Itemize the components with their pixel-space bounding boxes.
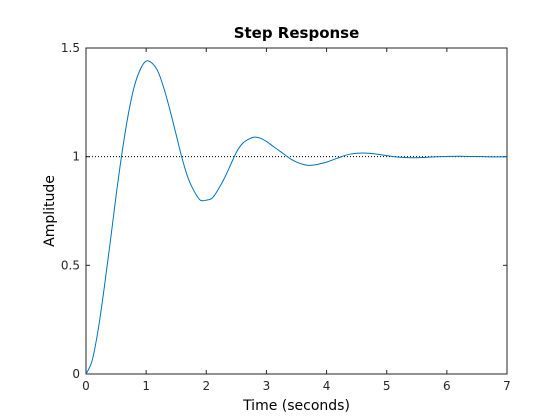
x-axis-label: Time (seconds) [242, 398, 350, 414]
x-tick-label: 0 [82, 379, 90, 393]
y-tick-label: 0 [72, 367, 80, 381]
y-tick-label: 1.5 [61, 41, 80, 55]
x-tick-label: 6 [443, 379, 451, 393]
x-tick-label: 7 [503, 379, 511, 393]
x-tick-label: 4 [323, 379, 331, 393]
chart-title: Step Response [234, 24, 360, 42]
y-tick-label: 0.5 [61, 258, 80, 272]
x-tick-label: 1 [142, 379, 150, 393]
x-tick-label: 5 [383, 379, 391, 393]
x-tick-label: 3 [263, 379, 271, 393]
x-tick-label: 2 [202, 379, 210, 393]
step-response-line [85, 60, 508, 375]
y-axis-label: Amplitude [42, 175, 58, 247]
y-tick-label: 1 [72, 150, 80, 164]
plot-area [85, 47, 508, 375]
axis-tick-labels: 0 1 2 3 4 5 6 7 0 0.5 1 1.5 [61, 41, 511, 393]
